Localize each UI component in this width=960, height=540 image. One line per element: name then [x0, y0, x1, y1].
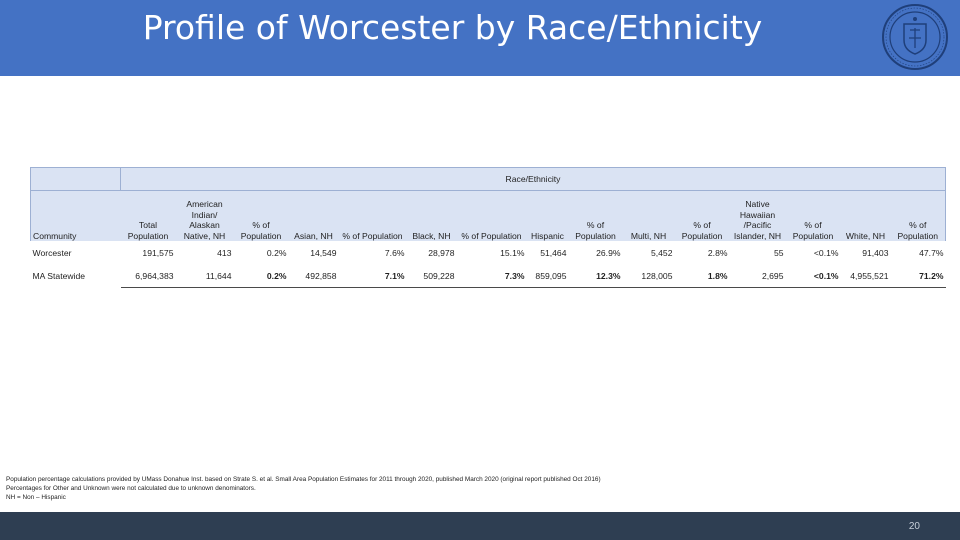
column-header: American Indian/ Alaskan Native, NH [175, 190, 234, 241]
percent-cell: 47.7% [919, 247, 944, 258]
column-header: White, NH [840, 190, 891, 241]
footnotes: Population percentage calculations provi… [6, 475, 601, 502]
column-header: Black, NH [406, 190, 457, 241]
slide-title: Profile of Worcester by Race/Ethnicity [142, 8, 763, 47]
title-bar: Profile of Worcester by Race/Ethnicity [0, 0, 960, 76]
column-header: % of Population [568, 190, 623, 241]
count-cell: 859,095 [526, 264, 569, 288]
community-cell: MA Statewide [32, 270, 86, 281]
column-header: % of Population [456, 190, 527, 241]
count-cell: 28,978 [428, 247, 455, 258]
percent-cell: 71.2% [890, 264, 946, 288]
count-cell: 91,403 [862, 247, 889, 258]
count-cell: 191,575 [142, 247, 174, 258]
community-cell: Worcester [32, 247, 72, 258]
percent-cell: <0.1% [785, 264, 841, 288]
count-cell: 509,228 [406, 264, 457, 288]
percent-cell: 0.2% [233, 264, 289, 288]
table-column-header-row: Community Total Population American Indian… [30, 190, 946, 241]
count-cell: 6,964,383 [120, 264, 176, 288]
page-number: 20 [908, 521, 920, 532]
column-header: % of Population [233, 190, 289, 241]
table-group-header-row: Race/Ethnicity [30, 167, 946, 191]
percent-cell: 7.3% [456, 264, 527, 288]
column-header: % of Population [338, 190, 407, 241]
count-cell: 492,858 [288, 264, 339, 288]
seal-icon [882, 4, 948, 70]
table-row: MA Statewide 6,964,383 11,644 0.2% 492,858 7.… [31, 264, 946, 288]
count-cell: 55 [773, 247, 784, 258]
race-ethnicity-table: Race/Ethnicity Community Total Population… [30, 167, 946, 288]
percent-cell: <0.1% [813, 247, 839, 258]
column-header: Community [30, 190, 121, 241]
column-header: Total Population [120, 190, 176, 241]
column-header: Asian, NH [288, 190, 339, 241]
percent-cell: 7.6% [384, 247, 405, 258]
percent-cell: 0.2% [266, 247, 287, 258]
count-cell: 51,464 [540, 247, 567, 258]
count-cell: 14,549 [310, 247, 337, 258]
percent-cell: 15.1% [500, 247, 525, 258]
column-header: Multi, NH [622, 190, 675, 241]
count-cell: 11,644 [175, 264, 234, 288]
footnote-source: Population percentage calculations provi… [6, 476, 601, 483]
community-header-blank [30, 167, 121, 191]
percent-cell: 12.3% [568, 264, 623, 288]
column-header: % of Population [890, 190, 946, 241]
column-header: Native Hawaiian /Pacific Islander, NH [729, 190, 786, 241]
footer-bar: 20 [0, 512, 960, 540]
percent-cell: 1.8% [674, 264, 730, 288]
percent-cell: 26.9% [596, 247, 621, 258]
percent-cell: 7.1% [338, 264, 407, 288]
count-cell: 2,695 [729, 264, 786, 288]
footnote-nh-definition: NH = Non – Hispanic [6, 494, 66, 501]
count-cell: 128,005 [622, 264, 675, 288]
count-cell: 4,955,521 [840, 264, 891, 288]
count-cell: 5,452 [650, 247, 673, 258]
column-header: % of Population [674, 190, 730, 241]
footnote-percentages: Percentages for Other and Unknown were n… [6, 485, 256, 492]
column-header: % of Population [785, 190, 841, 241]
table-row: Worcester 191,575 413 0.2% 14,549 7.6% 28,978 1… [31, 241, 946, 264]
race-ethnicity-header: Race/Ethnicity [120, 167, 946, 191]
percent-cell: 2.8% [707, 247, 728, 258]
count-cell: 413 [217, 247, 232, 258]
column-header: Hispanic [526, 190, 569, 241]
